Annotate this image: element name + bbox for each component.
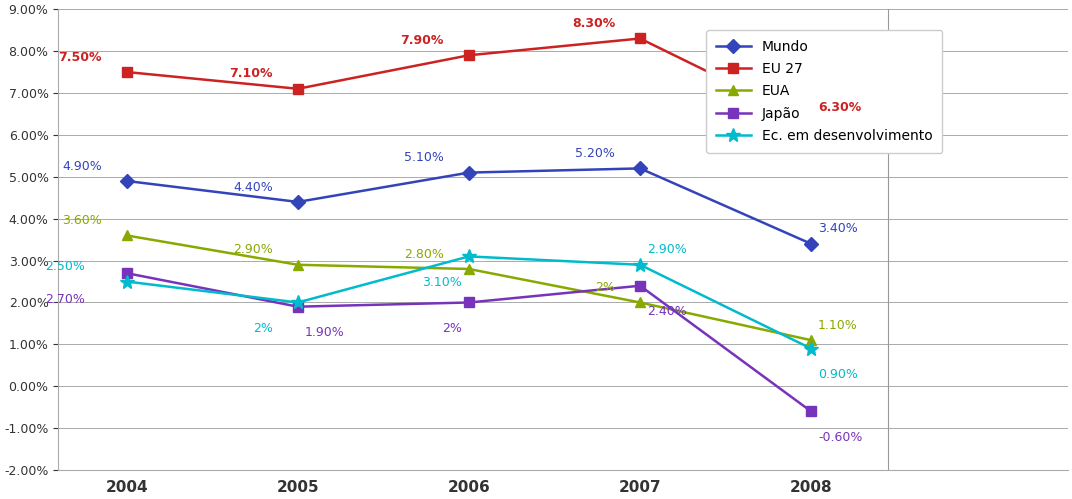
EU 27: [292, 86, 304, 92]
Line: EU 27: EU 27: [122, 33, 816, 127]
Japão: [120, 270, 133, 276]
Text: 2%: 2%: [253, 322, 272, 335]
Text: 2%: 2%: [442, 322, 462, 335]
Legend: Mundo, EU 27, EUA, Japão, Ec. em desenvolvimento: Mundo, EU 27, EUA, Japão, Ec. em desenvo…: [706, 30, 942, 153]
Text: 3.60%: 3.60%: [62, 214, 102, 227]
Line: Ec. em desenvolvimento: Ec. em desenvolvimento: [120, 250, 818, 355]
EUA: [634, 299, 646, 305]
Text: -0.60%: -0.60%: [818, 431, 863, 444]
Text: 2.90%: 2.90%: [647, 244, 687, 256]
Text: 2.80%: 2.80%: [404, 248, 444, 260]
EUA: [462, 266, 475, 272]
Text: 1.90%: 1.90%: [304, 326, 344, 339]
Ec. em desenvolvimento: [292, 299, 304, 305]
Japão: [462, 299, 475, 305]
Text: 4.40%: 4.40%: [233, 181, 272, 194]
Text: 2.50%: 2.50%: [45, 260, 85, 273]
Text: 7.50%: 7.50%: [58, 51, 102, 64]
Text: 1.10%: 1.10%: [818, 319, 858, 332]
Text: 5.10%: 5.10%: [404, 151, 444, 164]
Text: 8.30%: 8.30%: [571, 17, 615, 30]
Ec. em desenvolvimento: [462, 253, 475, 259]
Mundo: [805, 241, 818, 247]
Text: 2.90%: 2.90%: [233, 244, 272, 256]
Mundo: [292, 199, 304, 205]
Ec. em desenvolvimento: [120, 278, 133, 284]
EU 27: [634, 35, 646, 41]
EU 27: [120, 69, 133, 75]
Mundo: [634, 165, 646, 171]
Text: 7.10%: 7.10%: [229, 67, 272, 80]
Mundo: [120, 178, 133, 184]
Ec. em desenvolvimento: [805, 346, 818, 352]
Ec. em desenvolvimento: [634, 262, 646, 268]
Line: Mundo: Mundo: [122, 164, 816, 249]
Text: 2.40%: 2.40%: [647, 305, 687, 318]
Text: 4.90%: 4.90%: [62, 160, 102, 173]
Text: 2%: 2%: [595, 281, 615, 294]
Line: Japão: Japão: [122, 268, 816, 416]
EUA: [120, 233, 133, 239]
Japão: [805, 409, 818, 415]
Text: 5.20%: 5.20%: [576, 147, 615, 160]
EUA: [292, 262, 304, 268]
Mundo: [462, 170, 475, 176]
EU 27: [462, 52, 475, 58]
Text: 6.30%: 6.30%: [818, 101, 862, 114]
Japão: [634, 283, 646, 289]
EUA: [805, 337, 818, 343]
Text: 0.90%: 0.90%: [818, 368, 858, 381]
Text: 7.90%: 7.90%: [401, 34, 444, 47]
EU 27: [805, 119, 818, 125]
Text: 2.70%: 2.70%: [45, 292, 85, 305]
Japão: [292, 304, 304, 310]
Text: 3.40%: 3.40%: [818, 223, 858, 236]
Text: 3.10%: 3.10%: [422, 276, 462, 289]
Line: EUA: EUA: [122, 231, 816, 345]
